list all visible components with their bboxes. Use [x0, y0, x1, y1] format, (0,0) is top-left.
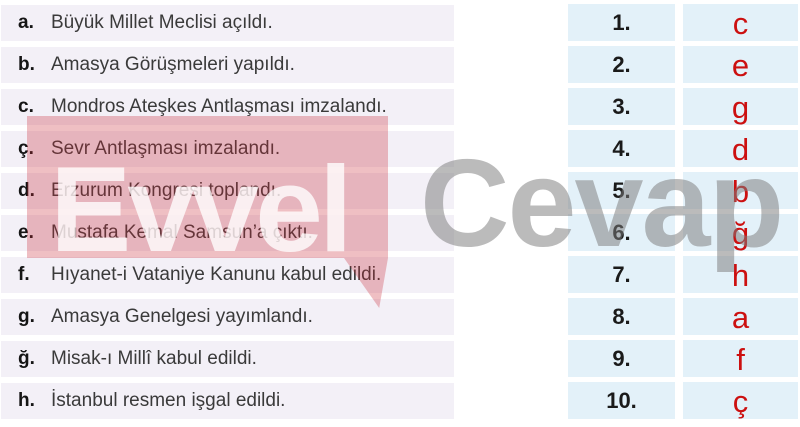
number-box: 7.: [568, 256, 675, 293]
number-box: 10.: [568, 382, 675, 419]
answer-letter-box: d: [683, 130, 798, 167]
event-letter-label: c.: [18, 96, 34, 117]
event-letter-label: d.: [18, 180, 35, 201]
number-box: 4.: [568, 130, 675, 167]
event-letter-label: ğ.: [18, 348, 35, 369]
number-box: 3.: [568, 88, 675, 125]
event-row: a. Büyük Millet Meclisi açıldı.: [1, 5, 454, 41]
event-letter-label: f.: [18, 264, 30, 285]
number-box: 9.: [568, 340, 675, 377]
event-row: b. Amasya Görüşmeleri yapıldı.: [1, 47, 454, 83]
event-text: Amasya Genelgesi yayımlandı.: [51, 306, 313, 327]
answer-letter-box: b: [683, 172, 798, 209]
event-letter-label: g.: [18, 306, 35, 327]
event-row: h. İstanbul resmen işgal edildi.: [1, 383, 454, 419]
answer-letter-box: ç: [683, 382, 798, 419]
event-text: Amasya Görüşmeleri yapıldı.: [51, 54, 295, 75]
event-letter-label: b.: [18, 54, 35, 75]
event-letter-label: e.: [18, 222, 34, 243]
event-text: Sevr Antlaşması imzalandı.: [51, 138, 281, 159]
event-letter-label: h.: [18, 390, 35, 411]
answer-letter-box: c: [683, 4, 798, 41]
number-box: 5.: [568, 172, 675, 209]
event-text: Mustafa Kemal Samsun’a çıktı.: [51, 222, 313, 243]
event-row: ğ. Misak-ı Millî kabul edildi.: [1, 341, 454, 377]
event-row: c. Mondros Ateşkes Antlaşması imzalandı.: [1, 89, 454, 125]
answer-letter-box: f: [683, 340, 798, 377]
number-box: 6.: [568, 214, 675, 251]
event-text: Misak-ı Millî kabul edildi.: [51, 348, 257, 369]
number-box: 1.: [568, 4, 675, 41]
event-row: g. Amasya Genelgesi yayımlandı.: [1, 299, 454, 335]
answer-letter-box: e: [683, 46, 798, 83]
event-letter-label: ç.: [18, 138, 34, 159]
answer-letter-box: h: [683, 256, 798, 293]
answer-letter-box: g: [683, 88, 798, 125]
answer-letter-box: a: [683, 298, 798, 335]
number-box: 2.: [568, 46, 675, 83]
event-text: Erzurum Kongresi toplandı.: [51, 180, 282, 201]
number-box: 8.: [568, 298, 675, 335]
answer-letter-box: ğ: [683, 214, 798, 251]
event-letter-label: a.: [18, 12, 34, 33]
event-text: İstanbul resmen işgal edildi.: [51, 390, 286, 411]
event-text: Büyük Millet Meclisi açıldı.: [51, 12, 273, 33]
event-row: ç. Sevr Antlaşması imzalandı.: [1, 131, 454, 167]
event-text: Hıyanet-i Vataniye Kanunu kabul edildi.: [51, 264, 382, 285]
event-row: e. Mustafa Kemal Samsun’a çıktı.: [1, 215, 454, 251]
event-row: f. Hıyanet-i Vataniye Kanunu kabul edildi…: [1, 257, 454, 293]
event-row: d. Erzurum Kongresi toplandı.: [1, 173, 454, 209]
event-text: Mondros Ateşkes Antlaşması imzalandı.: [51, 96, 387, 117]
